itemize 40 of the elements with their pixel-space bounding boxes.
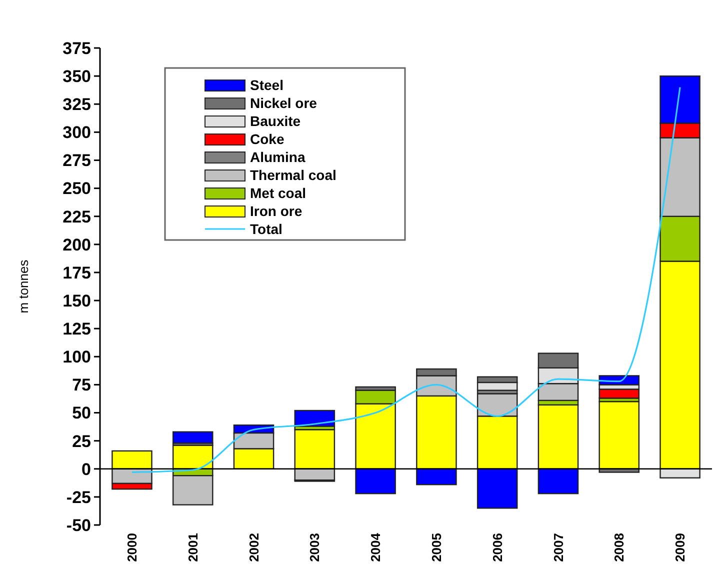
legend-label: Alumina — [250, 148, 306, 165]
x-tick-label: 2007 — [550, 533, 566, 562]
y-tick-label: 75 — [72, 376, 91, 395]
legend-label: Nickel ore — [250, 94, 318, 111]
y-tick-label: 50 — [72, 404, 91, 423]
y-tick-label: 300 — [62, 123, 91, 142]
legend-label: Total — [250, 220, 282, 237]
x-tick-label: 2001 — [185, 533, 200, 562]
y-tick-label: -50 — [66, 516, 91, 535]
y-tick-label: 100 — [62, 348, 91, 367]
x-tick-label: 2004 — [368, 532, 384, 562]
bar — [598, 400, 640, 470]
y-tick-label: 225 — [62, 207, 91, 226]
x-tick-label: 2003 — [307, 533, 322, 562]
y-tick-label: 175 — [62, 263, 91, 282]
legend-label: Coke — [250, 130, 284, 147]
x-tick-label: 2002 — [246, 533, 262, 562]
y-tick-label: 325 — [62, 95, 91, 114]
y-tick-label: -25 — [66, 488, 91, 507]
x-tick-label: 2005 — [429, 533, 444, 562]
x-tick-label: 2009 — [672, 533, 688, 562]
legend-label: Steel — [250, 76, 284, 93]
x-tick-label: 2008 — [612, 533, 627, 562]
legend-label: Iron ore — [250, 202, 302, 219]
legend-label: Thermal coal — [250, 166, 336, 183]
y-tick-label: 250 — [62, 179, 91, 198]
y-tick-label: 375 — [62, 38, 91, 58]
x-tick-label: 2006 — [490, 533, 505, 562]
y-tick-label: 125 — [62, 320, 91, 339]
y-axis-title: m tonnes — [16, 259, 31, 314]
y-tick-label: 275 — [62, 151, 91, 170]
x-tick-label: 2000 — [124, 533, 140, 562]
y-tick-label: 0 — [82, 460, 91, 479]
y-tick-label: 200 — [62, 235, 91, 254]
legend-label: Bauxite — [250, 112, 301, 129]
y-tick-label: 150 — [62, 291, 91, 310]
y-tick-label: 25 — [72, 432, 91, 451]
bar — [172, 431, 214, 444]
y-tick-label: 350 — [62, 67, 91, 86]
legend-label: Met coal — [250, 184, 306, 201]
